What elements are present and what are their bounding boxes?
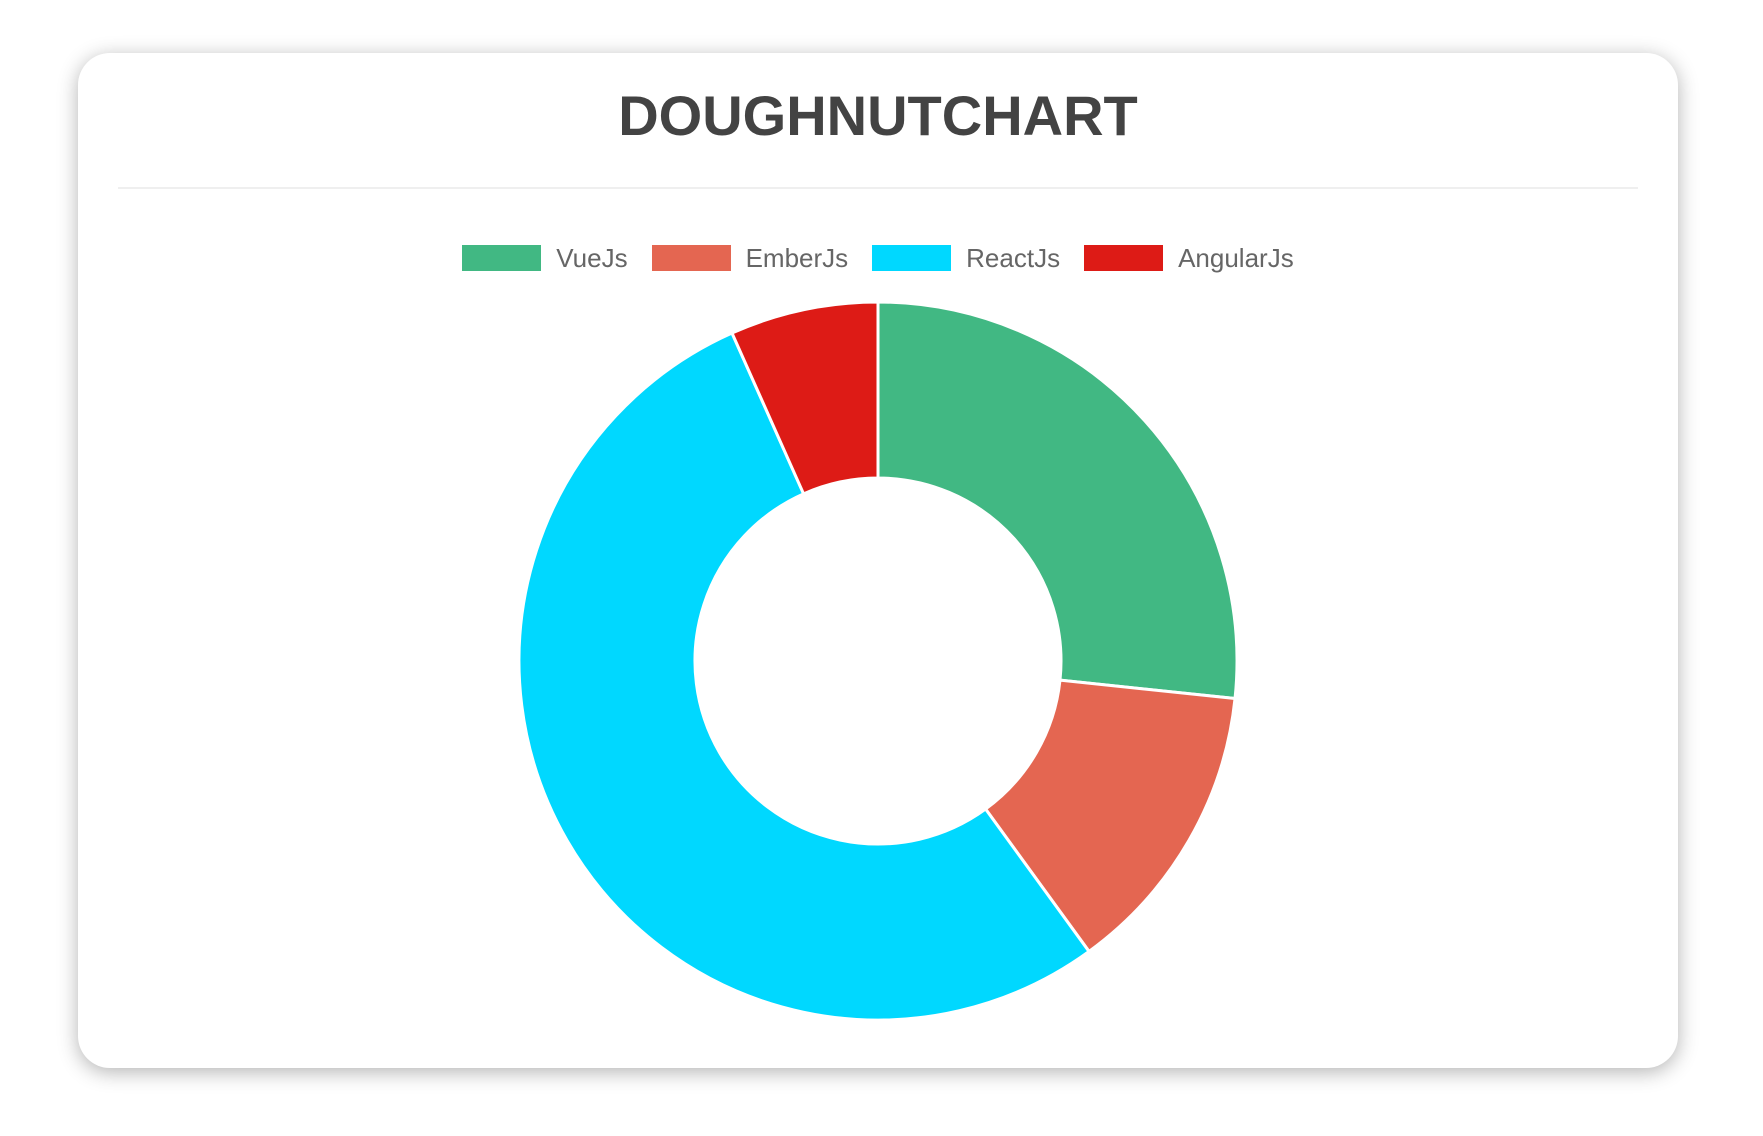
legend-item-emberjs[interactable]: EmberJs — [651, 243, 849, 273]
legend-swatch-icon — [1084, 245, 1164, 271]
legend-label: ReactJs — [966, 243, 1061, 273]
legend-swatch-icon — [872, 245, 952, 271]
doughnut-segment-vuejs[interactable] — [876, 300, 1239, 701]
legend-swatch-icon — [462, 245, 542, 271]
legend-item-vuejs[interactable]: VueJs — [462, 243, 628, 273]
chart-legend: VueJs EmberJs ReactJs AngularJs — [78, 245, 1678, 271]
title-divider — [118, 187, 1638, 189]
legend-swatch-icon — [651, 245, 731, 271]
chart-card: DOUGHNUTCHART VueJs EmberJs ReactJs Angu… — [78, 53, 1678, 1068]
doughnut-svg — [517, 300, 1239, 1022]
chart-title: DOUGHNUTCHART — [618, 84, 1138, 147]
legend-item-reactjs[interactable]: ReactJs — [872, 245, 1060, 271]
doughnut-segment-reactjs[interactable] — [517, 331, 1091, 1022]
doughnut-chart — [516, 299, 1240, 1023]
legend-label: VueJs — [556, 243, 628, 273]
legend-label: AngularJs — [1178, 243, 1294, 273]
doughnut-segment-emberjs[interactable] — [984, 678, 1237, 953]
legend-item-angularjs[interactable]: AngularJs — [1084, 245, 1294, 271]
doughnut-segment-angularjs[interactable] — [730, 300, 880, 496]
legend-label: EmberJs — [745, 243, 849, 273]
